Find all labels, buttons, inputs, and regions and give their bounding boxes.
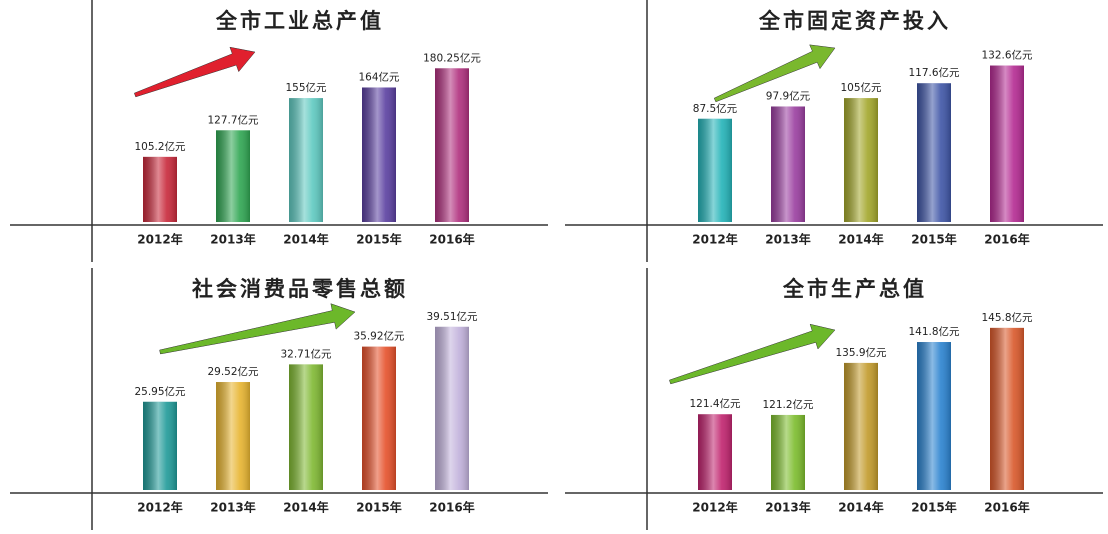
- x-tick-label: 2016年: [984, 232, 1029, 247]
- bar-shine: [362, 87, 396, 222]
- bar-shine: [990, 65, 1024, 222]
- value-label: 135.9亿元: [835, 346, 887, 359]
- chart-title: 全市生产总值: [782, 277, 927, 301]
- arrow-decoration: [134, 46, 256, 98]
- x-tick-label: 2013年: [765, 500, 810, 515]
- x-tick-label: 2013年: [210, 500, 255, 515]
- chart-panel: 社会消费品零售总额 25.95亿元 2012年 29.52亿元 2013年 32.71亿元…: [10, 268, 548, 530]
- value-label: 32.71亿元: [280, 347, 332, 360]
- x-tick-label: 2012年: [137, 232, 182, 247]
- bar-shine: [917, 342, 951, 490]
- value-label: 39.51亿元: [426, 310, 478, 323]
- arrow-decoration: [159, 303, 356, 355]
- chart-panel: 全市工业总产值 105.2亿元 2012年 127.7亿元 2013年 155亿元 2014…: [10, 0, 548, 262]
- chart-title: 社会消费品零售总额: [191, 277, 408, 301]
- value-label: 97.9亿元: [766, 89, 811, 102]
- bar-shine: [990, 327, 1024, 490]
- arrow-decoration: [713, 44, 836, 103]
- bar-shine: [216, 382, 250, 490]
- x-tick-label: 2012年: [137, 500, 182, 515]
- bar-shine: [216, 130, 250, 222]
- chart-panel: 全市固定资产投入 87.5亿元 2012年 97.9亿元 2013年 105亿元 2014年…: [565, 0, 1103, 262]
- value-label: 180.25亿元: [423, 51, 481, 64]
- chart-title: 全市工业总产值: [215, 9, 384, 33]
- bar-shine: [771, 414, 805, 490]
- bar-shine: [289, 364, 323, 490]
- value-label: 25.95亿元: [134, 385, 186, 398]
- value-label: 141.8亿元: [908, 325, 960, 338]
- x-tick-label: 2015年: [356, 500, 401, 515]
- value-label: 105亿元: [840, 81, 882, 94]
- x-tick-label: 2013年: [765, 232, 810, 247]
- bar-shine: [771, 106, 805, 222]
- value-label: 29.52亿元: [207, 365, 259, 378]
- bar-shine: [917, 83, 951, 223]
- bar-shine: [362, 346, 396, 490]
- value-label: 117.6亿元: [908, 66, 960, 79]
- bar-shine: [698, 118, 732, 222]
- bar-shine: [143, 401, 177, 490]
- bar-shine: [844, 362, 878, 490]
- x-tick-label: 2016年: [429, 232, 474, 247]
- chart-title: 全市固定资产投入: [758, 9, 951, 33]
- value-label: 155亿元: [285, 81, 327, 94]
- x-tick-label: 2014年: [838, 232, 883, 247]
- arrow-decoration: [669, 323, 836, 385]
- x-tick-label: 2012年: [692, 500, 737, 515]
- x-tick-label: 2016年: [984, 500, 1029, 515]
- x-tick-label: 2014年: [838, 500, 883, 515]
- x-tick-label: 2014年: [283, 500, 328, 515]
- value-label: 127.7亿元: [207, 113, 259, 126]
- bar-shine: [698, 414, 732, 490]
- value-label: 121.4亿元: [689, 397, 741, 410]
- bar-shine: [844, 98, 878, 222]
- x-tick-label: 2016年: [429, 500, 474, 515]
- value-label: 132.6亿元: [981, 49, 1033, 62]
- x-tick-label: 2015年: [911, 232, 956, 247]
- x-tick-label: 2015年: [356, 232, 401, 247]
- x-tick-label: 2013年: [210, 232, 255, 247]
- bar-shine: [143, 156, 177, 222]
- bar-shine: [435, 68, 469, 223]
- value-label: 121.2亿元: [762, 398, 814, 411]
- value-label: 164亿元: [358, 70, 400, 83]
- x-tick-label: 2014年: [283, 232, 328, 247]
- chart-panel: 全市生产总值 121.4亿元 2012年 121.2亿元 2013年 135.9亿元 201…: [565, 268, 1103, 530]
- value-label: 35.92亿元: [353, 330, 405, 343]
- value-label: 87.5亿元: [693, 102, 738, 115]
- value-label: 145.8亿元: [981, 311, 1033, 324]
- x-tick-label: 2015年: [911, 500, 956, 515]
- x-tick-label: 2012年: [692, 232, 737, 247]
- bar-shine: [289, 98, 323, 222]
- value-label: 105.2亿元: [134, 140, 186, 153]
- bar-shine: [435, 326, 469, 490]
